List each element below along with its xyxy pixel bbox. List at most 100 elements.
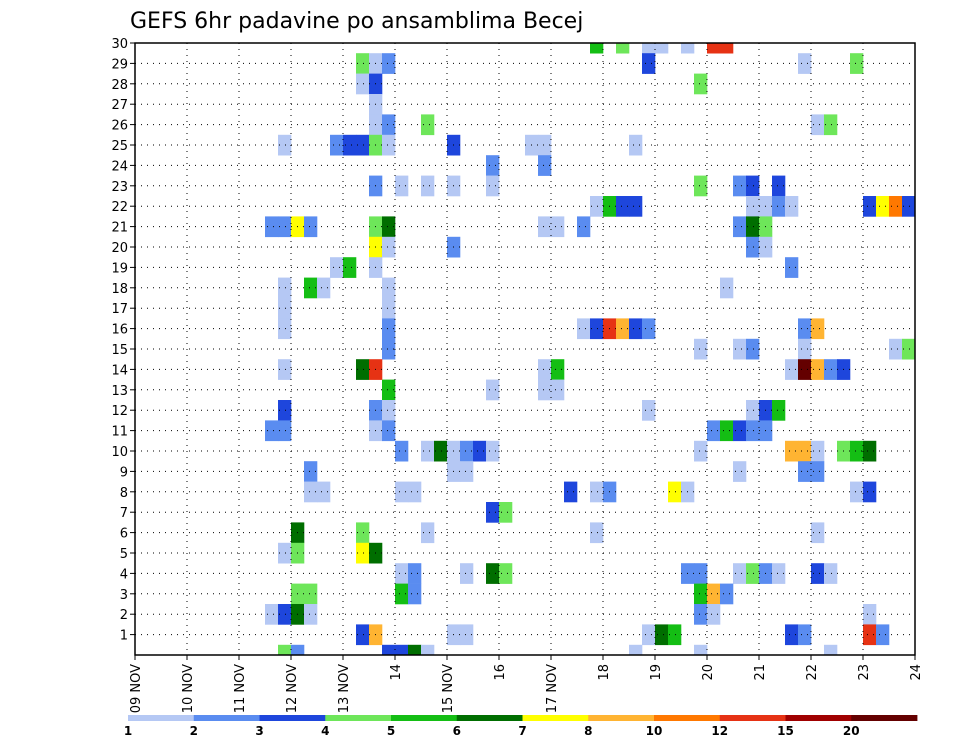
heatmap-cell — [356, 53, 370, 74]
heatmap-cell — [824, 114, 838, 136]
heatmap-cell — [733, 461, 747, 482]
y-tick-label: 30 — [111, 37, 128, 52]
heatmap-cell — [304, 583, 318, 605]
heatmap-cell — [486, 440, 500, 462]
heatmap-cell — [460, 624, 474, 646]
heatmap-cell — [278, 542, 292, 564]
y-tick-label: 11 — [111, 425, 128, 440]
heatmap-cell — [616, 318, 630, 340]
colorbar-swatch — [456, 715, 523, 721]
x-tick-label: 14 — [389, 664, 404, 681]
heatmap-cell — [642, 400, 656, 421]
y-tick-label: 4 — [120, 567, 128, 582]
heatmap-cell — [486, 155, 500, 176]
heatmap-cell — [486, 563, 500, 584]
heatmap-cell — [278, 318, 292, 340]
heatmap-cell — [707, 604, 721, 625]
heatmap-cell — [668, 481, 682, 503]
heatmap-cell — [356, 522, 370, 544]
y-tick-label: 20 — [111, 241, 128, 256]
heatmap-cell — [824, 563, 838, 584]
heatmap-cell — [850, 440, 864, 462]
heatmap-cell — [473, 440, 487, 462]
heatmap-cell — [811, 563, 825, 584]
heatmap-cell — [694, 563, 708, 584]
y-tick-label: 12 — [111, 404, 128, 419]
heatmap-cell — [811, 522, 825, 544]
heatmap-cell — [798, 359, 812, 380]
heatmap-cell — [538, 359, 552, 380]
heatmap-cell — [408, 481, 422, 503]
heatmap-cell — [902, 196, 916, 217]
heatmap-cell — [408, 563, 422, 584]
heatmap-cell — [382, 379, 396, 401]
x-tick-label: 21 — [753, 664, 768, 681]
colorbar-swatch — [719, 715, 786, 721]
heatmap-cell — [421, 522, 435, 544]
heatmap-cell — [590, 481, 604, 503]
heatmap-cell — [655, 624, 669, 646]
colorbar-swatch — [851, 715, 918, 721]
heatmap-cell — [330, 257, 344, 278]
colorbar-label: 1 — [124, 724, 132, 738]
y-tick-label: 15 — [111, 343, 128, 358]
heatmap-cell — [395, 563, 409, 584]
y-tick-label: 14 — [111, 363, 128, 378]
heatmap-cell — [395, 481, 409, 503]
heatmap-cell — [785, 257, 799, 278]
heatmap-cell — [876, 196, 890, 217]
heatmap-cell — [811, 318, 825, 340]
heatmap-cell — [460, 440, 474, 462]
colorbar-label: 6 — [453, 724, 461, 738]
heatmap-cell — [668, 624, 682, 646]
heatmap-cell — [863, 624, 877, 646]
heatmap-cell — [278, 420, 292, 442]
heatmap-cell — [694, 73, 708, 95]
colorbar-label: 3 — [255, 724, 263, 738]
heatmap-cell — [798, 338, 812, 360]
y-tick-label: 7 — [120, 506, 128, 521]
heatmap-cell — [785, 440, 799, 462]
heatmap-cell — [382, 338, 396, 360]
heatmap-cell — [824, 359, 838, 380]
plot-frame — [134, 42, 916, 656]
colorbar-swatch — [785, 715, 852, 721]
heatmap-cell — [720, 43, 734, 54]
heatmap-cell — [382, 400, 396, 421]
heatmap-cell — [278, 359, 292, 380]
heatmap-cell — [720, 583, 734, 605]
heatmap-cell — [798, 318, 812, 340]
heatmap-cell — [577, 318, 591, 340]
x-tick-label: 10 NOV — [181, 664, 196, 713]
heatmap-cell — [707, 420, 721, 442]
heatmap-cell — [694, 175, 708, 197]
colorbar-label: 15 — [777, 724, 794, 738]
heatmap-cell — [772, 175, 786, 197]
y-tick-label: 6 — [120, 527, 128, 542]
heatmap-cell — [590, 196, 604, 217]
heatmap-cell — [785, 624, 799, 646]
heatmap-cell — [278, 216, 292, 238]
heatmap-cell — [382, 644, 396, 656]
heatmap-cell — [304, 461, 318, 482]
heatmap-cell — [382, 53, 396, 74]
heatmap-cell — [538, 134, 552, 156]
heatmap-cell — [408, 583, 422, 605]
heatmap-cell — [421, 175, 435, 197]
heatmap-cell — [538, 216, 552, 238]
heatmap-cell — [382, 298, 396, 319]
colorbar-swatch — [522, 715, 589, 721]
heatmap-cell — [746, 196, 760, 217]
heatmap-cell — [681, 43, 695, 54]
heatmap-cell — [278, 298, 292, 319]
y-tick-label: 29 — [111, 57, 128, 72]
heatmap-cell — [317, 277, 331, 299]
colorbar-swatch — [588, 715, 655, 721]
colorbar-label: 7 — [518, 724, 526, 738]
y-tick-label: 27 — [111, 98, 128, 113]
heatmap-cell — [733, 338, 747, 360]
heatmap-cell — [434, 440, 448, 462]
heatmap-cell — [382, 216, 396, 238]
x-tick-label: 12 NOV — [285, 664, 300, 713]
